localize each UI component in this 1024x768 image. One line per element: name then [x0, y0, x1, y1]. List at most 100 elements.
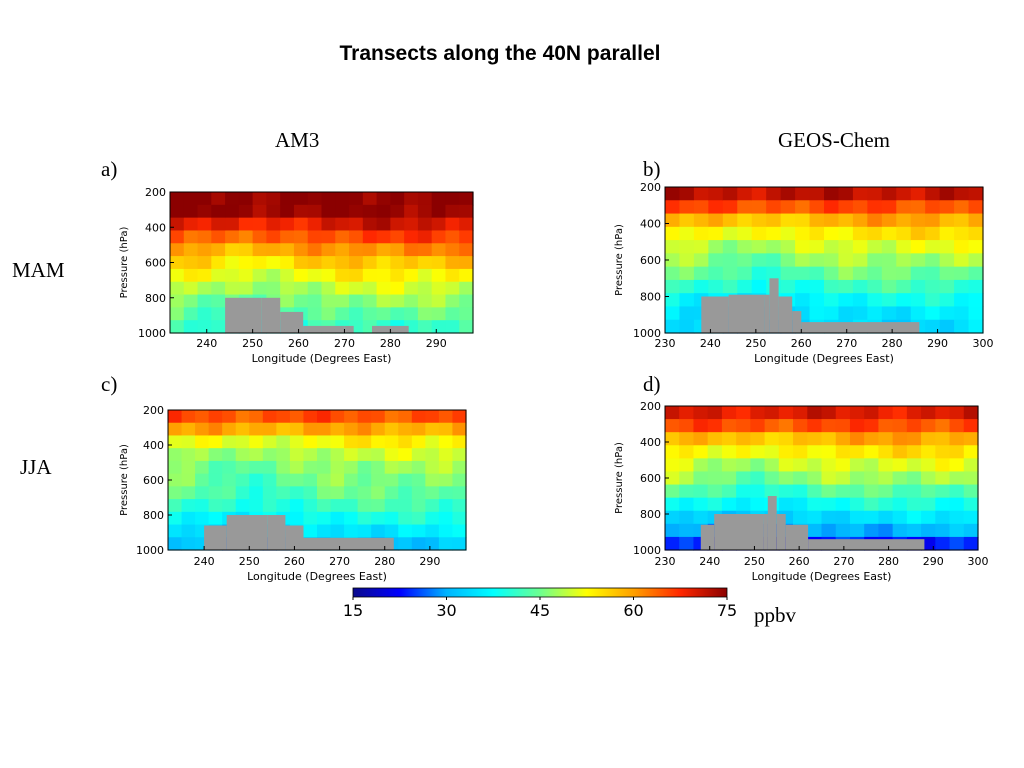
- x-tick-label: 270: [329, 555, 350, 568]
- heatmap-cell: [935, 510, 951, 525]
- heatmap-cell: [793, 406, 808, 420]
- heatmap-cell: [881, 306, 897, 321]
- heatmap-cell: [910, 213, 926, 228]
- heatmap-cell: [344, 435, 359, 449]
- heatmap-cell: [935, 419, 951, 433]
- heatmap-cell: [249, 486, 264, 500]
- y-tick-label: 600: [145, 257, 166, 270]
- heatmap-cell: [197, 256, 212, 270]
- colorbar-tick-label: 45: [530, 601, 550, 620]
- heatmap-cell: [411, 499, 426, 513]
- heatmap-cell: [708, 240, 724, 254]
- heatmap-cell: [335, 243, 350, 257]
- heatmap-cell: [665, 226, 681, 241]
- heatmap-cell: [935, 458, 951, 473]
- heatmap-cell: [293, 294, 309, 308]
- x-tick-label: 280: [380, 337, 401, 350]
- terrain-mask: [399, 325, 409, 333]
- heatmap-cell: [963, 471, 979, 486]
- heatmap-cell: [707, 406, 723, 420]
- heatmap-cell: [235, 460, 250, 475]
- heatmap-cell: [910, 226, 926, 241]
- heatmap-cell: [321, 204, 336, 219]
- heatmap-cell: [211, 230, 226, 244]
- heatmap-cell: [892, 445, 908, 459]
- heatmap-cell: [280, 281, 295, 296]
- heatmap-cell: [417, 320, 433, 334]
- heatmap-cell: [708, 200, 724, 215]
- heatmap-cell: [289, 486, 305, 500]
- heatmap-cell: [906, 497, 922, 512]
- heatmap-cell: [195, 499, 210, 513]
- heatmap-cell: [679, 484, 695, 499]
- heatmap-cell: [417, 243, 433, 257]
- heatmap-cell: [751, 226, 767, 241]
- heatmap-cell: [349, 243, 364, 257]
- heatmap-cell: [867, 240, 883, 254]
- heatmap-cell: [266, 217, 281, 232]
- heatmap-cell: [665, 213, 681, 228]
- heatmap-cell: [195, 448, 210, 462]
- y-axis-label: Pressure (hPa): [614, 224, 625, 296]
- heatmap-cell: [183, 243, 199, 257]
- heatmap-cell: [235, 473, 250, 487]
- heatmap-cell: [693, 445, 709, 459]
- heatmap-cell: [211, 243, 226, 257]
- heatmap-cell: [307, 243, 323, 257]
- heatmap-cell: [411, 460, 426, 475]
- heatmap-cell: [276, 473, 291, 487]
- heatmap-cell: [881, 279, 897, 294]
- heatmap-cell: [404, 294, 419, 308]
- heatmap-cell: [417, 307, 433, 321]
- heatmap-cell: [431, 320, 447, 334]
- x-tick-label: 280: [374, 555, 395, 568]
- heatmap-cell: [398, 499, 413, 513]
- heatmap-cell: [249, 410, 264, 424]
- heatmap-cell: [208, 448, 223, 462]
- heatmap-cell: [764, 432, 780, 446]
- heatmap-cell: [693, 419, 709, 433]
- heatmap-cell: [821, 523, 837, 538]
- heatmap-cell: [276, 460, 291, 475]
- heatmap-cell: [452, 499, 467, 513]
- heatmap-cell: [168, 422, 183, 437]
- heatmap-cell: [906, 458, 922, 473]
- heatmap-cell: [293, 217, 309, 232]
- heatmap-cell: [208, 410, 223, 424]
- heatmap-cell: [881, 293, 897, 308]
- heatmap-cell: [793, 471, 808, 486]
- heatmap-cell: [921, 523, 936, 538]
- heatmap-cell: [262, 486, 277, 500]
- heatmap-cell: [384, 448, 399, 462]
- heatmap-cell: [665, 458, 680, 473]
- heatmap-cell: [838, 279, 854, 294]
- y-tick-label: 200: [143, 404, 164, 417]
- heatmap-cell: [864, 445, 880, 459]
- x-axis-label: Longitude (Degrees East): [754, 352, 894, 365]
- heatmap-cell: [411, 524, 426, 538]
- heatmap-cell: [807, 419, 823, 433]
- heatmap-cell: [384, 410, 399, 424]
- heatmap-cell: [357, 473, 372, 487]
- heatmap-cell: [208, 511, 223, 526]
- heatmap-cell: [835, 510, 851, 525]
- heatmap-cell: [722, 226, 738, 241]
- heatmap-cell: [896, 279, 912, 294]
- heatmap-cell: [780, 279, 796, 294]
- heatmap-cell: [289, 499, 305, 513]
- heatmap-cell: [459, 256, 474, 270]
- y-tick-label: 1000: [633, 327, 661, 340]
- heatmap-cell: [764, 458, 780, 473]
- heatmap-cell: [849, 419, 865, 433]
- heatmap-cell: [225, 268, 240, 283]
- heatmap-cell: [321, 192, 336, 206]
- heatmap-cell: [276, 499, 291, 513]
- heatmap-cell: [906, 484, 922, 499]
- heatmap-cell: [280, 230, 295, 244]
- y-tick-label: 400: [143, 439, 164, 452]
- heatmap-cell: [736, 419, 751, 433]
- heatmap-cell: [838, 200, 854, 215]
- heatmap-cell: [835, 523, 851, 538]
- heatmap-cell: [376, 230, 391, 244]
- heatmap-cell: [390, 281, 405, 296]
